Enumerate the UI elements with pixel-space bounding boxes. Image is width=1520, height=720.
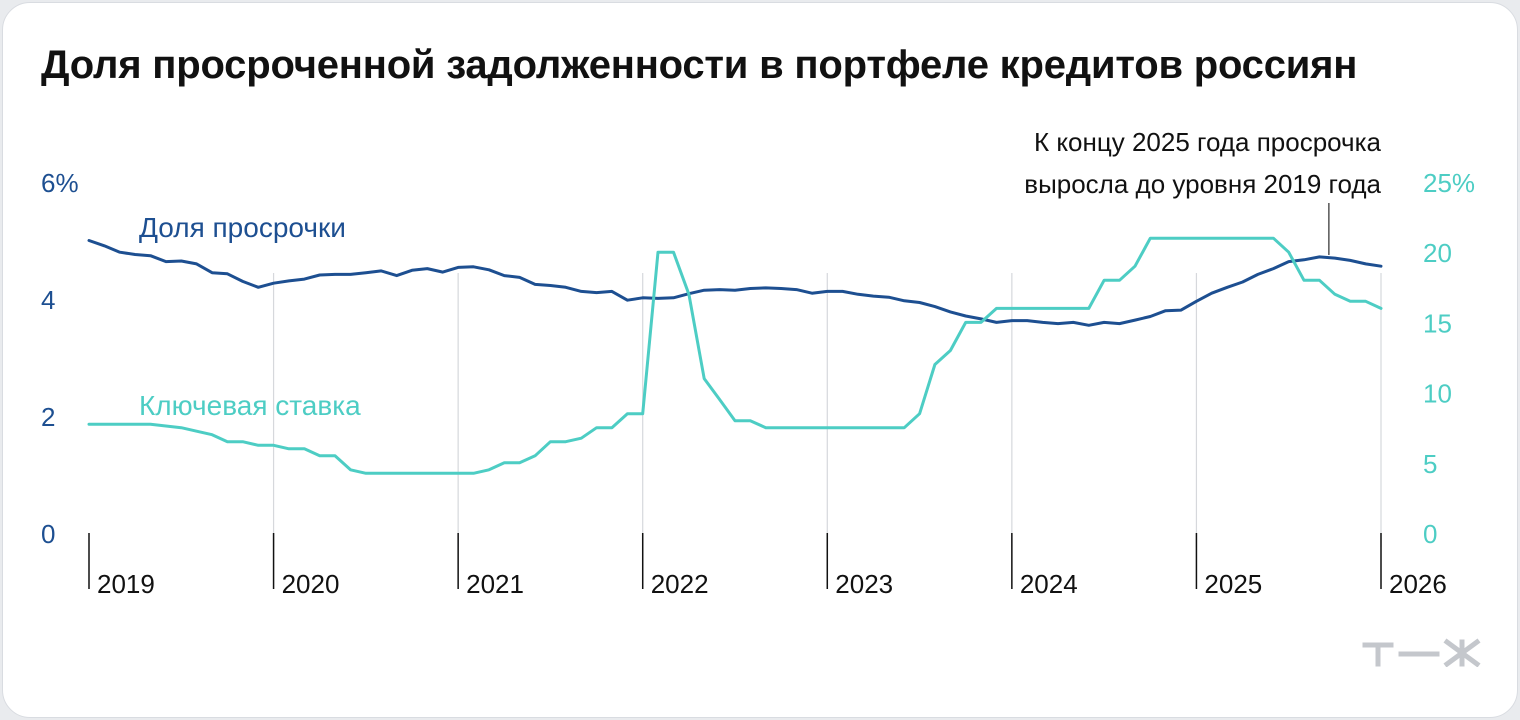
y-left-tick-0: 0 xyxy=(41,519,55,549)
line-chart: 2019 2020 2021 2022 2023 2024 2025 2026 0 2 4 6% 0 5 1… xyxy=(41,127,1475,599)
grid-lines xyxy=(272,273,1382,547)
x-tick-2024: 2024 xyxy=(1020,569,1078,599)
y-left-tick-2: 2 xyxy=(41,402,55,432)
y-right-tick-15: 15 xyxy=(1423,308,1452,338)
series-label-rate: Ключевая ставка xyxy=(139,390,361,421)
x-tick-2020: 2020 xyxy=(282,569,340,599)
x-tick-2026: 2026 xyxy=(1389,569,1447,599)
x-tick-2021: 2021 xyxy=(466,569,524,599)
key-rate-line xyxy=(87,236,1383,475)
annotation: К концу 2025 года просрочка выросла до у… xyxy=(1024,127,1382,255)
y-right-tick-0: 0 xyxy=(1423,519,1437,549)
annotation-line-1: К концу 2025 года просрочка xyxy=(1034,127,1382,157)
x-tick-2019: 2019 xyxy=(97,569,155,599)
y-right-tick-5: 5 xyxy=(1423,449,1437,479)
x-axis xyxy=(88,533,1382,589)
y-left-tick-4: 4 xyxy=(41,285,55,315)
series-label-overdue: Доля просрочки xyxy=(139,212,346,243)
y-right-tick-25: 25% xyxy=(1423,168,1475,198)
series-lines xyxy=(87,236,1383,475)
y-right-tick-10: 10 xyxy=(1423,379,1452,409)
tzh-logo-icon xyxy=(1362,638,1481,667)
chart-title: Доля просроченной задолженности в портфе… xyxy=(41,43,1358,87)
overdue-rate-line xyxy=(87,239,1383,327)
x-tick-2022: 2022 xyxy=(651,569,709,599)
x-tick-2025: 2025 xyxy=(1204,569,1262,599)
x-tick-2023: 2023 xyxy=(835,569,893,599)
series-labels: Доля просрочки Ключевая ставка xyxy=(139,212,361,421)
y-right-tick-20: 20 xyxy=(1423,238,1452,268)
axis-ticks: 2019 2020 2021 2022 2023 2024 2025 2026 0 2 4 6% 0 5 1… xyxy=(41,168,1475,599)
y-left-tick-6: 6% xyxy=(41,168,79,198)
annotation-line-2: выросла до уровня 2019 года xyxy=(1024,169,1381,199)
